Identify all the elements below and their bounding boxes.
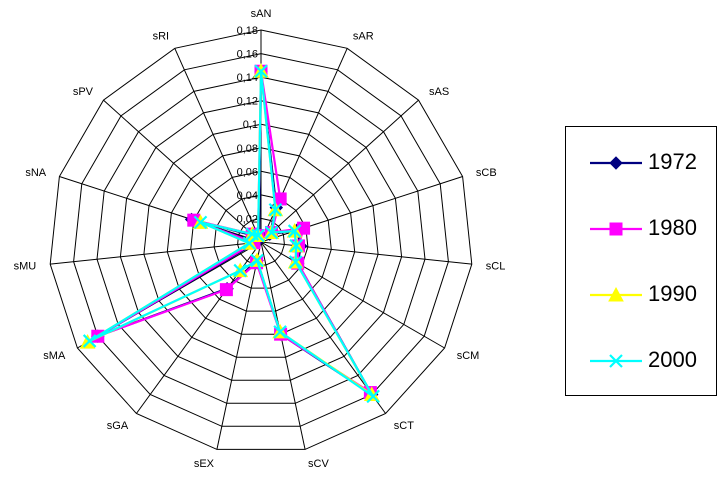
point-2000-sAS [264, 225, 279, 240]
category-label-sPV: sPV [73, 86, 94, 98]
category-label-sNA: sNA [25, 167, 46, 179]
legend-swatch-2000 [590, 354, 642, 368]
tick-label-1: 0,02 [237, 213, 258, 225]
point-2000-sCM [288, 255, 303, 269]
category-label-sCL: sCL [486, 261, 506, 273]
category-label-sCB: sCB [476, 167, 497, 179]
category-label-sEX: sEX [194, 458, 215, 470]
grid-ring-4 [166, 147, 356, 335]
grid-ring-6 [119, 100, 403, 381]
series-1972 [91, 64, 379, 402]
series-2000 [82, 64, 380, 404]
point-2000-sCV [273, 325, 287, 339]
grid-ring-3 [190, 170, 332, 312]
grid-ring-9 [49, 29, 473, 450]
axis-spoke-sCT [260, 241, 387, 414]
axis-spoke-sRI [174, 48, 262, 243]
legend-swatch-1990 [590, 286, 642, 302]
legend-marker-1972 [609, 156, 623, 170]
category-label-sCT: sCT [394, 420, 414, 432]
category-label-sMA: sMA [43, 350, 66, 362]
axis-spoke-sCV [260, 241, 306, 450]
category-label-sGA: sGA [107, 420, 129, 432]
tick-label-6: 0,12 [237, 96, 258, 108]
tick-label-2: 0,04 [237, 190, 258, 202]
legend-item-1990: 1990 [566, 275, 716, 315]
point-2000-sEX [250, 253, 264, 268]
legend-label-2000: 2000 [648, 347, 697, 372]
legend-item-1980: 1980 [566, 209, 716, 249]
point-2000-sAR [268, 202, 283, 217]
grid-ring-8 [73, 53, 449, 427]
tick-label-9: 0,18 [237, 25, 258, 37]
category-label-sAN: sAN [251, 8, 272, 20]
tick-label-5: 0,1 [243, 119, 258, 131]
category-label-sCM: sCM [457, 350, 480, 362]
point-2000-sMA [82, 334, 97, 348]
category-label-sMU: sMU [14, 261, 37, 273]
point-2000-sNA [193, 215, 208, 230]
chart-legend: 1972 1980 1990 2000 [565, 126, 717, 396]
point-2000-sCL [289, 238, 303, 253]
legend-label-1990: 1990 [648, 281, 697, 306]
legend-marker-1980 [609, 222, 623, 236]
point-2000-sCT [366, 389, 380, 404]
point-2000-sAN [254, 64, 268, 79]
legend-marker-2000 [609, 354, 623, 368]
legend-marker-1990 [608, 286, 624, 302]
radar-chart: sAN sAR sAS sCB sCL sCM sCT sCV sEX sGA sMA sMU sNA s… [14, 8, 506, 470]
grid-ring-2 [213, 194, 309, 289]
legend-label-1972: 1972 [648, 149, 697, 174]
series-line-1972 [97, 71, 373, 396]
point-2000-sRI [251, 228, 265, 243]
legend-item-1972: 1972 [566, 143, 716, 183]
category-label-sAS: sAS [429, 86, 449, 98]
series-1980 [91, 64, 377, 400]
legend-swatch-1972 [590, 156, 642, 170]
axis-spoke-sMU [50, 241, 262, 265]
point-2000-sCB [287, 224, 302, 238]
grid-ring-5 [143, 123, 379, 358]
axis-spoke-sAS [260, 99, 419, 243]
series-line-2000 [89, 71, 375, 398]
axis-spoke-sPV [103, 99, 262, 243]
legend-swatch-1980 [590, 222, 642, 236]
tick-label-4: 0,08 [237, 143, 258, 155]
category-label-sCV: sCV [308, 458, 329, 470]
tick-label-7: 0,14 [237, 72, 258, 84]
grid-ring-7 [96, 76, 426, 404]
tick-label-8: 0,16 [237, 49, 258, 61]
point-2000-sGA [233, 263, 248, 278]
point-1980-sGA [219, 283, 233, 297]
tick-label-3: 0,06 [237, 166, 258, 178]
legend-label-1980: 1980 [648, 215, 697, 240]
category-label-sAR: sAR [353, 31, 374, 43]
category-label-sRI: sRI [153, 31, 170, 43]
legend-item-2000: 2000 [566, 341, 716, 381]
axis-spoke-sEX [216, 241, 262, 450]
